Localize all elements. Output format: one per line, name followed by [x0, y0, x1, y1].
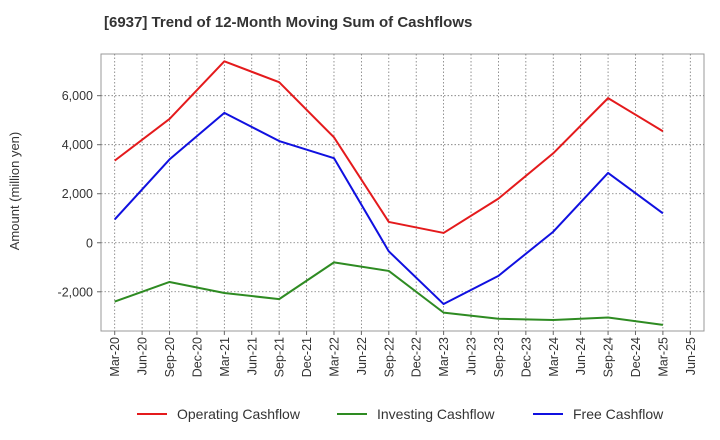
series-line-operating-cashflow [114, 60, 664, 234]
y-tick-label: 2,000 [62, 187, 93, 201]
legend: Operating Cashflow Investing Cashflow Free… [137, 406, 664, 422]
x-tick-label: Jun-25 [684, 337, 698, 375]
x-tick-label: Jun-22 [355, 337, 369, 375]
x-tick-label: Sep-21 [273, 337, 287, 377]
legend-label-operating-cashflow: Operating Cashflow [177, 406, 301, 422]
grid-lines [101, 54, 704, 331]
x-tick-label: Dec-20 [190, 337, 204, 377]
x-tick-label: Jun-23 [465, 337, 479, 375]
y-axis: 6,000 4,000 2,000 0 -2,000 [58, 89, 101, 299]
x-tick-label: Mar-23 [437, 337, 451, 377]
x-tick-label: Dec-23 [519, 337, 533, 377]
legend-label-free-cashflow: Free Cashflow [573, 406, 664, 422]
x-tick-label: Jun-21 [245, 337, 259, 375]
x-tick-label: Jun-20 [136, 337, 150, 375]
x-tick-label: Mar-20 [108, 337, 122, 377]
x-tick-label: Sep-22 [382, 337, 396, 377]
y-tick-label: 0 [86, 236, 93, 250]
x-tick-label: Sep-24 [602, 337, 616, 377]
y-tick-label: 4,000 [62, 138, 93, 152]
plot-area [100, 53, 705, 332]
x-tick-label: Sep-23 [492, 337, 506, 377]
x-tick-label: Mar-22 [327, 337, 341, 377]
y-tick-label: -2,000 [58, 285, 93, 299]
series-line-investing-cashflow [114, 261, 664, 326]
x-tick-label: Dec-24 [629, 337, 643, 377]
series-line-free-cashflow [113, 111, 664, 306]
x-tick-label: Dec-21 [300, 337, 314, 377]
legend-label-investing-cashflow: Investing Cashflow [377, 406, 495, 422]
x-tick-label: Mar-21 [218, 337, 232, 377]
series-lines [113, 60, 664, 326]
x-tick-label: Sep-20 [163, 337, 177, 377]
y-axis-title: Amount (million yen) [7, 132, 22, 251]
chart-title: [6937] Trend of 12-Month Moving Sum of C… [104, 14, 473, 31]
x-tick-label: Mar-24 [547, 337, 561, 377]
y-tick-label: 6,000 [62, 89, 93, 103]
x-axis: Mar-20 Jun-20 Sep-20 Dec-20 Mar-21 Jun-21 Sep-… [108, 331, 698, 377]
x-tick-label: Dec-22 [410, 337, 424, 377]
x-tick-label: Jun-24 [574, 337, 588, 375]
x-tick-label: Mar-25 [656, 337, 670, 377]
